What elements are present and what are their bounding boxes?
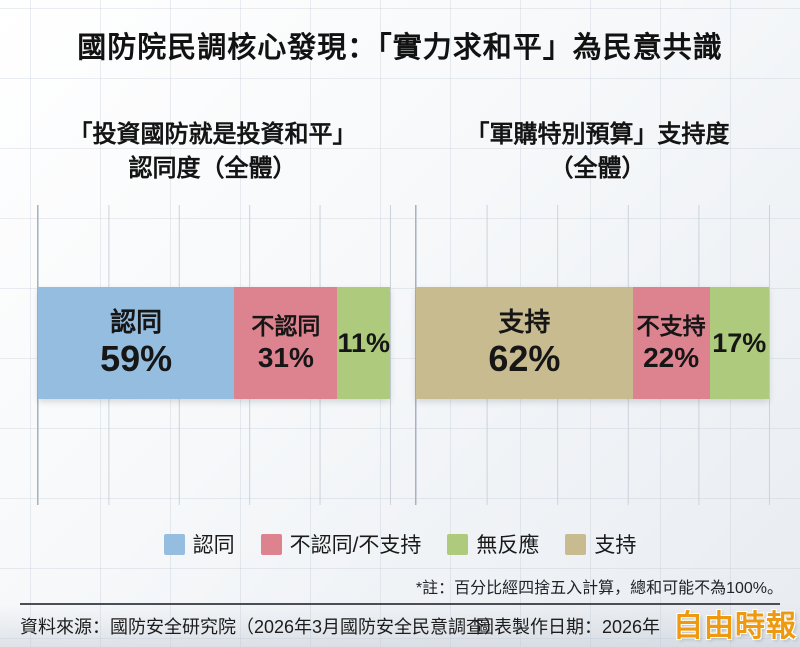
segment-label: 支持 xyxy=(498,307,551,337)
bar-segment-認同: 認同 59% xyxy=(38,287,235,399)
liberty-times-watermark-logo: 自由時報 xyxy=(673,609,797,644)
chart-title-right-line1: 「軍購特別預算」支持度 xyxy=(465,121,730,148)
chart-plot-right: 支持 62% 不支持 22% 17% xyxy=(415,205,770,505)
chart-title-left-line2: 認同度（全體） xyxy=(128,155,297,182)
footnote: *註：百分比經四捨五入計算，總和可能不為100%。 xyxy=(415,580,783,597)
page-title: 國防院民調核心發現：「實力求和平」為民意共識 xyxy=(77,32,723,64)
chart-title-left: 「投資國防就是投資和平」 認同度（全體） xyxy=(10,118,415,186)
legend-label: 無反應 xyxy=(476,534,540,557)
segment-label: 不支持 xyxy=(636,312,706,339)
footer-background-strip xyxy=(0,603,800,647)
bar-segment-支持: 支持 62% xyxy=(416,287,633,399)
chart-plot-left: 認同 59% 不認同 31% 11% xyxy=(37,205,391,505)
segment-value: 62% xyxy=(488,338,561,379)
stacked-bar: 認同 59% 不認同 31% 11% xyxy=(38,287,390,399)
legend: 認同 不認同/不支持 無反應 支持 xyxy=(0,529,800,559)
segment-value: 17% xyxy=(712,328,767,358)
footer-divider xyxy=(20,603,780,605)
footer-date: 圖表製作日期：2026年 xyxy=(475,617,660,637)
bar-segment-17%: 17% xyxy=(709,287,769,399)
legend-label: 支持 xyxy=(594,534,637,557)
legend-item: 不認同/不支持 xyxy=(260,529,422,559)
stacked-bar: 支持 62% 不支持 22% 17% xyxy=(416,287,769,399)
segment-value: 31% xyxy=(257,341,314,373)
bar-segment-不認同: 不認同 31% xyxy=(234,287,338,399)
bar-segment-11%: 11% xyxy=(337,287,390,399)
legend-item: 無反應 xyxy=(447,529,539,559)
bar-segment-不支持: 不支持 22% xyxy=(632,287,710,399)
legend-swatch xyxy=(565,533,587,555)
legend-item: 認同 xyxy=(163,529,235,559)
chart-title-right-line2: （全體） xyxy=(549,155,646,182)
legend-swatch xyxy=(260,533,282,555)
chart-title-right: 「軍購特別預算」支持度 （全體） xyxy=(405,118,790,186)
segment-value: 11% xyxy=(337,328,390,358)
legend-label: 認同 xyxy=(192,534,235,557)
legend-label: 不認同/不支持 xyxy=(289,534,422,557)
segment-label: 認同 xyxy=(110,307,163,337)
segment-label: 不認同 xyxy=(251,312,321,339)
legend-swatch xyxy=(163,533,185,555)
segment-value: 22% xyxy=(643,341,700,373)
legend-item: 支持 xyxy=(565,529,636,559)
legend-swatch xyxy=(447,533,469,555)
segment-value: 59% xyxy=(100,338,173,379)
chart-title-left-line1: 「投資國防就是投資和平」 xyxy=(68,121,357,148)
footer-source: 資料來源：國防安全研究院（2026年3月國防安全民意調查） xyxy=(20,617,503,637)
